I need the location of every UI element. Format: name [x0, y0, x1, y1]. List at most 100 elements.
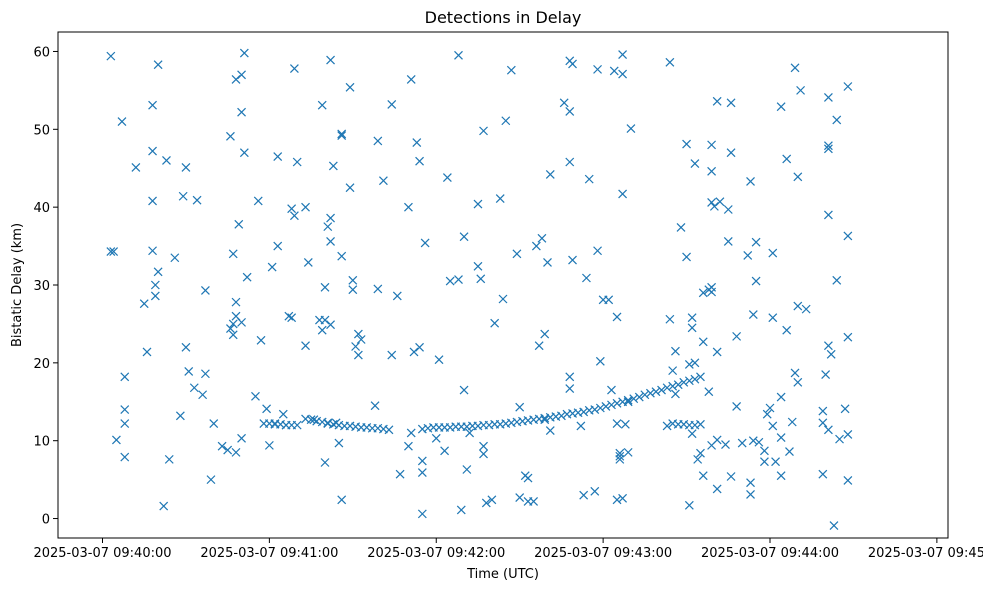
data-point: [704, 387, 714, 397]
data-point: [239, 48, 249, 58]
data-point: [281, 420, 291, 430]
data-point: [226, 131, 235, 141]
data-point: [657, 385, 666, 395]
data-point: [623, 397, 633, 407]
data-point: [679, 377, 689, 387]
data-point: [801, 304, 811, 314]
y-tick-label: 30: [33, 279, 50, 294]
data-point: [111, 435, 121, 445]
data-point: [707, 166, 717, 176]
data-point: [353, 350, 363, 360]
data-point: [181, 342, 191, 352]
data-point: [662, 383, 672, 393]
data-point: [289, 211, 299, 221]
data-point: [726, 98, 736, 108]
data-point: [267, 262, 277, 272]
data-point: [395, 469, 405, 479]
data-point: [289, 64, 299, 74]
data-point: [226, 324, 235, 334]
y-tick-label: 20: [33, 357, 50, 372]
data-point: [707, 140, 717, 150]
data-point: [420, 238, 430, 248]
data-point: [120, 405, 130, 414]
data-point: [721, 440, 730, 450]
data-point: [120, 372, 130, 382]
data-point: [612, 419, 622, 428]
data-point: [320, 315, 330, 325]
data-point: [465, 428, 475, 438]
y-tick-label: 10: [33, 435, 50, 450]
data-point: [459, 232, 469, 242]
data-point: [150, 280, 160, 290]
y-axis: 0 10 20 30 40 50 60: [33, 45, 58, 528]
data-point: [406, 75, 416, 84]
data-point: [501, 116, 511, 126]
data-point: [345, 82, 355, 92]
data-point: [707, 287, 717, 297]
data-point: [776, 102, 786, 112]
data-point: [776, 471, 786, 481]
data-point: [768, 313, 778, 323]
data-point: [687, 323, 697, 333]
data-point: [153, 267, 163, 277]
data-point: [818, 406, 828, 416]
data-point: [732, 331, 742, 341]
data-point: [373, 284, 383, 294]
data-point: [473, 261, 483, 271]
data-point: [387, 350, 397, 360]
data-point: [323, 222, 333, 232]
data-point: [231, 75, 241, 84]
data-point: [148, 100, 157, 110]
data-point: [317, 100, 327, 110]
data-point: [515, 402, 525, 412]
data-point: [684, 500, 694, 510]
data-point: [565, 157, 575, 167]
data-point: [768, 248, 778, 258]
data-point: [676, 222, 686, 232]
data-point: [712, 484, 722, 494]
data-point: [384, 425, 394, 435]
data-point: [682, 252, 691, 262]
data-point: [487, 495, 497, 505]
data-point: [323, 419, 333, 428]
data-point: [456, 505, 466, 515]
data-point: [253, 196, 263, 206]
data-point: [162, 156, 171, 165]
data-point: [746, 478, 755, 488]
data-point: [590, 405, 600, 414]
data-point: [198, 390, 208, 400]
data-point: [150, 291, 160, 301]
data-point: [337, 129, 347, 139]
data-point: [823, 425, 833, 435]
data-point: [273, 152, 283, 161]
data-point: [262, 404, 272, 414]
data-point: [543, 258, 552, 267]
data-point: [234, 219, 244, 229]
data-point: [415, 342, 424, 352]
data-point: [534, 341, 544, 351]
data-point: [618, 189, 628, 199]
y-tick-label: 0: [42, 513, 50, 528]
data-point: [326, 236, 335, 246]
data-point: [682, 139, 691, 149]
data-point: [793, 301, 803, 311]
data-point: [698, 471, 708, 481]
data-point: [228, 249, 238, 259]
data-point: [629, 394, 639, 404]
data-point: [709, 201, 719, 211]
data-point: [320, 458, 330, 467]
data-point: [582, 273, 591, 283]
data-point: [712, 96, 722, 106]
data-point: [818, 469, 828, 479]
data-point: [479, 126, 488, 136]
data-point: [843, 82, 853, 91]
data-point: [495, 194, 505, 204]
data-point: [840, 404, 850, 414]
data-point: [782, 325, 792, 335]
data-point: [228, 319, 238, 329]
data-point: [726, 472, 736, 481]
data-point: [479, 449, 488, 459]
data-point: [712, 435, 722, 445]
data-point: [445, 276, 455, 286]
